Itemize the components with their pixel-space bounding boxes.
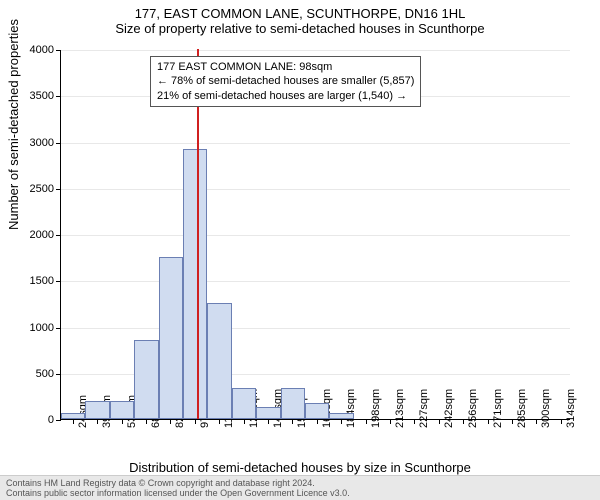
histogram-bar bbox=[232, 388, 256, 419]
ytick-label: 500 bbox=[14, 368, 54, 380]
histogram-bar bbox=[256, 407, 280, 419]
ytick-label: 0 bbox=[14, 414, 54, 426]
ytick-mark bbox=[56, 96, 61, 97]
histogram-bar bbox=[183, 149, 207, 419]
xtick-mark bbox=[317, 419, 318, 424]
ytick-mark bbox=[56, 143, 61, 144]
histogram-bar bbox=[110, 401, 134, 420]
page-subtitle: Size of property relative to semi-detach… bbox=[0, 21, 600, 36]
xtick-label: 227sqm bbox=[418, 389, 430, 428]
xtick-label: 184sqm bbox=[345, 389, 357, 428]
xtick-label: 300sqm bbox=[540, 389, 552, 428]
xtick-label: 198sqm bbox=[370, 389, 382, 428]
gridline bbox=[61, 235, 570, 236]
histogram-bar bbox=[281, 388, 305, 419]
legend-box: 177 EAST COMMON LANE: 98sqm← 78% of semi… bbox=[150, 56, 421, 107]
x-axis-label: Distribution of semi-detached houses by … bbox=[0, 460, 600, 475]
xtick-mark bbox=[463, 419, 464, 424]
histogram-bar bbox=[159, 257, 183, 419]
xtick-label: 285sqm bbox=[516, 389, 528, 428]
ytick-mark bbox=[56, 50, 61, 51]
ytick-mark bbox=[56, 420, 61, 421]
xtick-mark bbox=[512, 419, 513, 424]
xtick-label: 256sqm bbox=[467, 389, 479, 428]
xtick-mark bbox=[341, 419, 342, 424]
xtick-mark bbox=[146, 419, 147, 424]
gridline bbox=[61, 50, 570, 51]
legend-line: 21% of semi-detached houses are larger (… bbox=[157, 89, 414, 103]
xtick-label: 271sqm bbox=[492, 389, 504, 428]
legend-line: 177 EAST COMMON LANE: 98sqm bbox=[157, 60, 414, 74]
ytick-label: 4000 bbox=[14, 44, 54, 56]
ytick-label: 2000 bbox=[14, 229, 54, 241]
histogram-bar bbox=[207, 303, 231, 419]
ytick-mark bbox=[56, 281, 61, 282]
legend-line: ← 78% of semi-detached houses are smalle… bbox=[157, 74, 414, 88]
ytick-mark bbox=[56, 189, 61, 190]
ytick-label: 3000 bbox=[14, 137, 54, 149]
ytick-label: 2500 bbox=[14, 183, 54, 195]
footer-line-1: Contains HM Land Registry data © Crown c… bbox=[6, 478, 594, 488]
xtick-mark bbox=[219, 419, 220, 424]
xtick-mark bbox=[488, 419, 489, 424]
xtick-mark bbox=[439, 419, 440, 424]
chart-area: 0500100015002000250030003500400024sqm39s… bbox=[60, 50, 570, 420]
gridline bbox=[61, 189, 570, 190]
histogram-bar bbox=[134, 340, 158, 419]
xtick-label: 242sqm bbox=[443, 389, 455, 428]
xtick-mark bbox=[292, 419, 293, 424]
ytick-mark bbox=[56, 374, 61, 375]
xtick-mark bbox=[170, 419, 171, 424]
histogram-bar bbox=[61, 413, 85, 419]
xtick-mark bbox=[268, 419, 269, 424]
xtick-mark bbox=[195, 419, 196, 424]
xtick-mark bbox=[73, 419, 74, 424]
xtick-mark bbox=[97, 419, 98, 424]
gridline bbox=[61, 328, 570, 329]
ytick-label: 1500 bbox=[14, 275, 54, 287]
xtick-mark bbox=[414, 419, 415, 424]
histogram-bar bbox=[305, 403, 329, 419]
page-title: 177, EAST COMMON LANE, SCUNTHORPE, DN16 … bbox=[0, 6, 600, 21]
footer-attribution: Contains HM Land Registry data © Crown c… bbox=[0, 475, 600, 500]
xtick-label: 213sqm bbox=[394, 389, 406, 428]
xtick-mark bbox=[366, 419, 367, 424]
ytick-mark bbox=[56, 235, 61, 236]
gridline bbox=[61, 143, 570, 144]
xtick-mark bbox=[536, 419, 537, 424]
gridline bbox=[61, 281, 570, 282]
xtick-mark bbox=[122, 419, 123, 424]
xtick-label: 314sqm bbox=[565, 389, 577, 428]
xtick-mark bbox=[390, 419, 391, 424]
xtick-mark bbox=[244, 419, 245, 424]
footer-line-2: Contains public sector information licen… bbox=[6, 488, 594, 498]
ytick-mark bbox=[56, 328, 61, 329]
histogram-bar bbox=[85, 401, 109, 420]
histogram-bar bbox=[329, 413, 353, 419]
ytick-label: 1000 bbox=[14, 322, 54, 334]
xtick-mark bbox=[561, 419, 562, 424]
ytick-label: 3500 bbox=[14, 90, 54, 102]
